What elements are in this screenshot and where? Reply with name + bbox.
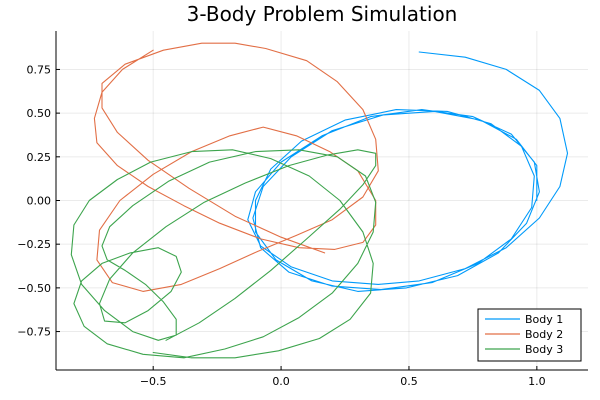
series-line-body-3 [70,149,377,359]
legend-label-body-2: Body 2 [525,328,563,341]
series-line-body-2 [93,42,379,292]
x-tick-label: 0.0 [272,375,290,388]
chart-title: 3-Body Problem Simulation [187,2,458,26]
legend: Body 1 Body 2 Body 3 [477,308,582,362]
x-tick-label: −0.5 [140,375,167,388]
y-tick-label: 0.75 [27,63,52,76]
y-tick-label: −0.50 [17,282,51,295]
series-line-body-1 [247,51,569,292]
x-tick-label: 0.5 [400,375,418,388]
y-tick-label: 0.25 [27,151,52,164]
axis-layer: −0.5 0.0 0.5 1.0 −0.75 −0.50 −0.25 0.00 0.25 0.50… [17,31,588,388]
y-tick-label: −0.25 [17,238,51,251]
x-tick-label: 1.0 [528,375,546,388]
y-tick-label: 0.00 [27,195,52,208]
legend-box [477,308,582,362]
y-tick-label: 0.50 [27,107,52,120]
legend-label-body-1: Body 1 [525,313,563,326]
legend-label-body-3: Body 3 [525,343,563,356]
series-layer [70,42,569,359]
y-tick-label: −0.75 [17,326,51,339]
